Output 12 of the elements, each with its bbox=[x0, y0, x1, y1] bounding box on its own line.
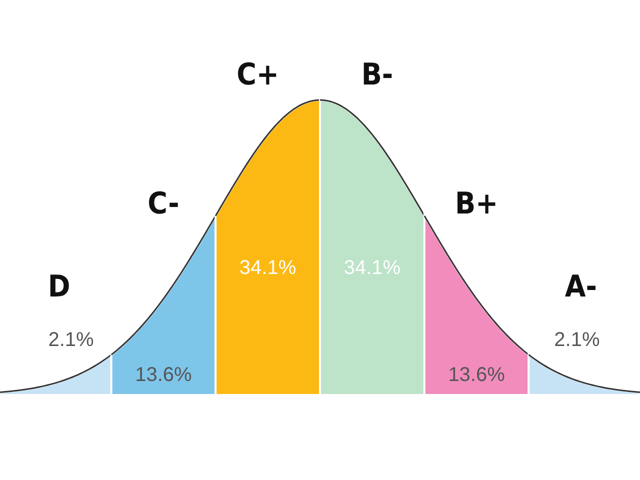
data-label: 34.1% bbox=[239, 257, 296, 279]
category-label: B- bbox=[361, 58, 394, 92]
data-label: 34.1% bbox=[344, 257, 401, 279]
data-label: 2.1% bbox=[48, 329, 94, 351]
category-label: B+ bbox=[454, 186, 498, 222]
category-label: C- bbox=[148, 186, 180, 222]
category-label: C+ bbox=[236, 58, 279, 92]
category-label: D bbox=[48, 269, 70, 304]
data-label: 13.6% bbox=[135, 364, 192, 386]
category-label: A- bbox=[564, 269, 598, 304]
data-label: 2.1% bbox=[554, 329, 600, 351]
data-label: 13.6% bbox=[448, 364, 506, 386]
